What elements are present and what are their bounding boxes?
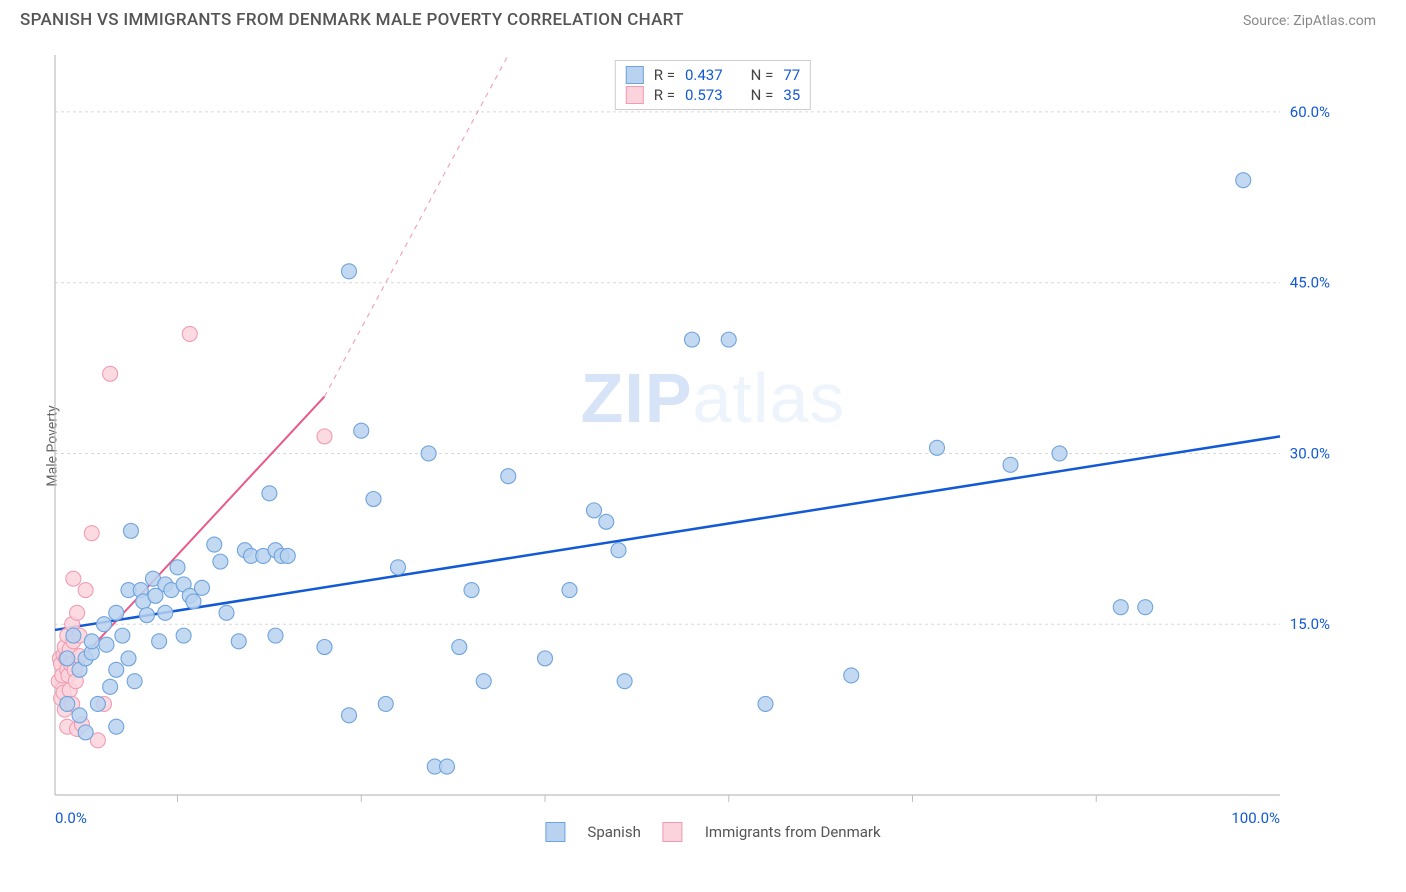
stats-row-spanish: R = 0.437 N = 77 — [626, 65, 800, 85]
scatter-chart: 15.0% 30.0% 45.0% 60.0% 0.0% 100.0% — [50, 50, 1340, 850]
series-legend: Spanish Immigrants from Denmark — [545, 822, 880, 842]
svg-text:30.0%: 30.0% — [1290, 444, 1330, 462]
svg-text:45.0%: 45.0% — [1290, 274, 1330, 292]
svg-text:0.0%: 0.0% — [55, 809, 87, 827]
legend-swatch-spanish — [545, 822, 565, 842]
svg-text:15.0%: 15.0% — [1290, 615, 1330, 633]
source-label: Source: ZipAtlas.com — [1243, 13, 1376, 29]
legend-swatch-denmark — [663, 822, 683, 842]
chart-title: SPANISH VS IMMIGRANTS FROM DENMARK MALE … — [20, 10, 684, 30]
stats-legend: R = 0.437 N = 77 R = 0.573 N = 35 — [615, 60, 811, 110]
legend-label-spanish: Spanish — [587, 823, 640, 841]
svg-text:100.0%: 100.0% — [1231, 809, 1280, 827]
svg-text:60.0%: 60.0% — [1290, 103, 1330, 121]
plot-container: 15.0%30.0%45.0%60.0%0.0%100.0% ZIPatlas … — [50, 50, 1376, 842]
stats-row-denmark: R = 0.573 N = 35 — [626, 85, 800, 105]
legend-label-denmark: Immigrants from Denmark — [705, 823, 881, 841]
